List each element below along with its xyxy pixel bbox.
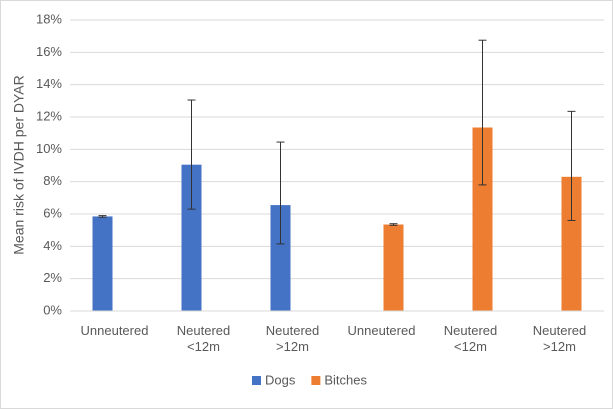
- y-axis-title: Mean risk of IVDH per DYAR: [11, 75, 27, 254]
- bar: [561, 176, 582, 311]
- y-tick-label: 4%: [43, 238, 62, 253]
- legend-label: Dogs: [265, 372, 296, 387]
- y-tick-label: 12%: [36, 108, 62, 123]
- y-tick-label: 2%: [43, 270, 62, 285]
- legend-swatch: [252, 376, 261, 385]
- bar: [92, 216, 113, 311]
- bar: [383, 224, 404, 311]
- x-tick-label: Neutered <12m: [443, 323, 498, 354]
- legend-swatch: [311, 376, 321, 385]
- x-tick-label: Unneutered: [80, 323, 149, 338]
- x-tick-label: Unneutered: [347, 323, 416, 338]
- y-tick-label: 16%: [36, 44, 62, 59]
- x-tick-label: Neutered >12m: [532, 323, 587, 354]
- y-tick-label: 6%: [43, 205, 62, 220]
- y-tick-label: 0%: [43, 302, 62, 317]
- legend-label: Bitches: [324, 372, 367, 387]
- bar: [270, 205, 291, 311]
- bar: [181, 164, 202, 311]
- y-tick-label: 14%: [36, 76, 62, 91]
- x-tick-label: Neutered >12m: [265, 323, 320, 354]
- bar: [472, 127, 493, 311]
- x-tick-label: Neutered <12m: [176, 323, 231, 354]
- y-tick-label: 10%: [36, 141, 62, 156]
- y-tick-label: 8%: [43, 173, 62, 188]
- y-tick-label: 18%: [36, 11, 62, 26]
